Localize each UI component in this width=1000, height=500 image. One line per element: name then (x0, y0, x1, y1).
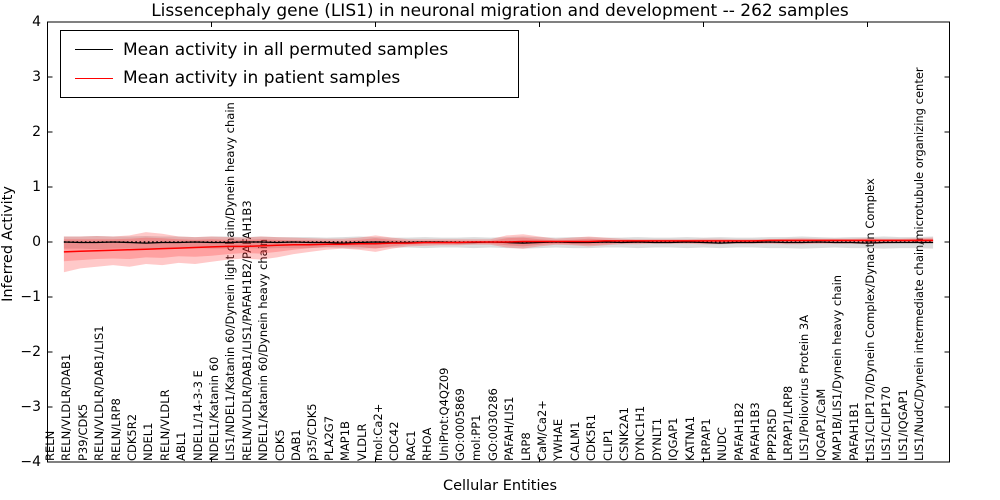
legend-item-patient: Mean activity in patient samples (61, 68, 518, 88)
legend-item-permuted: Mean activity in all permuted samples (61, 40, 518, 60)
patient-line-swatch (75, 77, 113, 79)
legend: Mean activity in all permuted samples Me… (60, 30, 519, 98)
y-tick-label: −1 (20, 289, 41, 305)
y-tick-label: −4 (20, 454, 41, 470)
y-tick-label: −3 (20, 399, 41, 415)
y-tick-label: 4 (32, 14, 41, 30)
legend-label-patient: Mean activity in patient samples (123, 68, 401, 89)
y-tick-label: 0 (32, 234, 41, 250)
chart-title: Lissencephaly gene (LIS1) in neuronal mi… (151, 1, 849, 21)
y-tick-label: 3 (32, 69, 41, 85)
y-tick-label: 1 (32, 179, 41, 195)
x-axis-label: Cellular Entities (442, 478, 558, 494)
y-tick-label: −2 (20, 344, 41, 360)
permuted-line-swatch (75, 49, 113, 51)
legend-label-permuted: Mean activity in all permuted samples (123, 39, 449, 60)
y-tick-label: 2 (32, 124, 41, 140)
